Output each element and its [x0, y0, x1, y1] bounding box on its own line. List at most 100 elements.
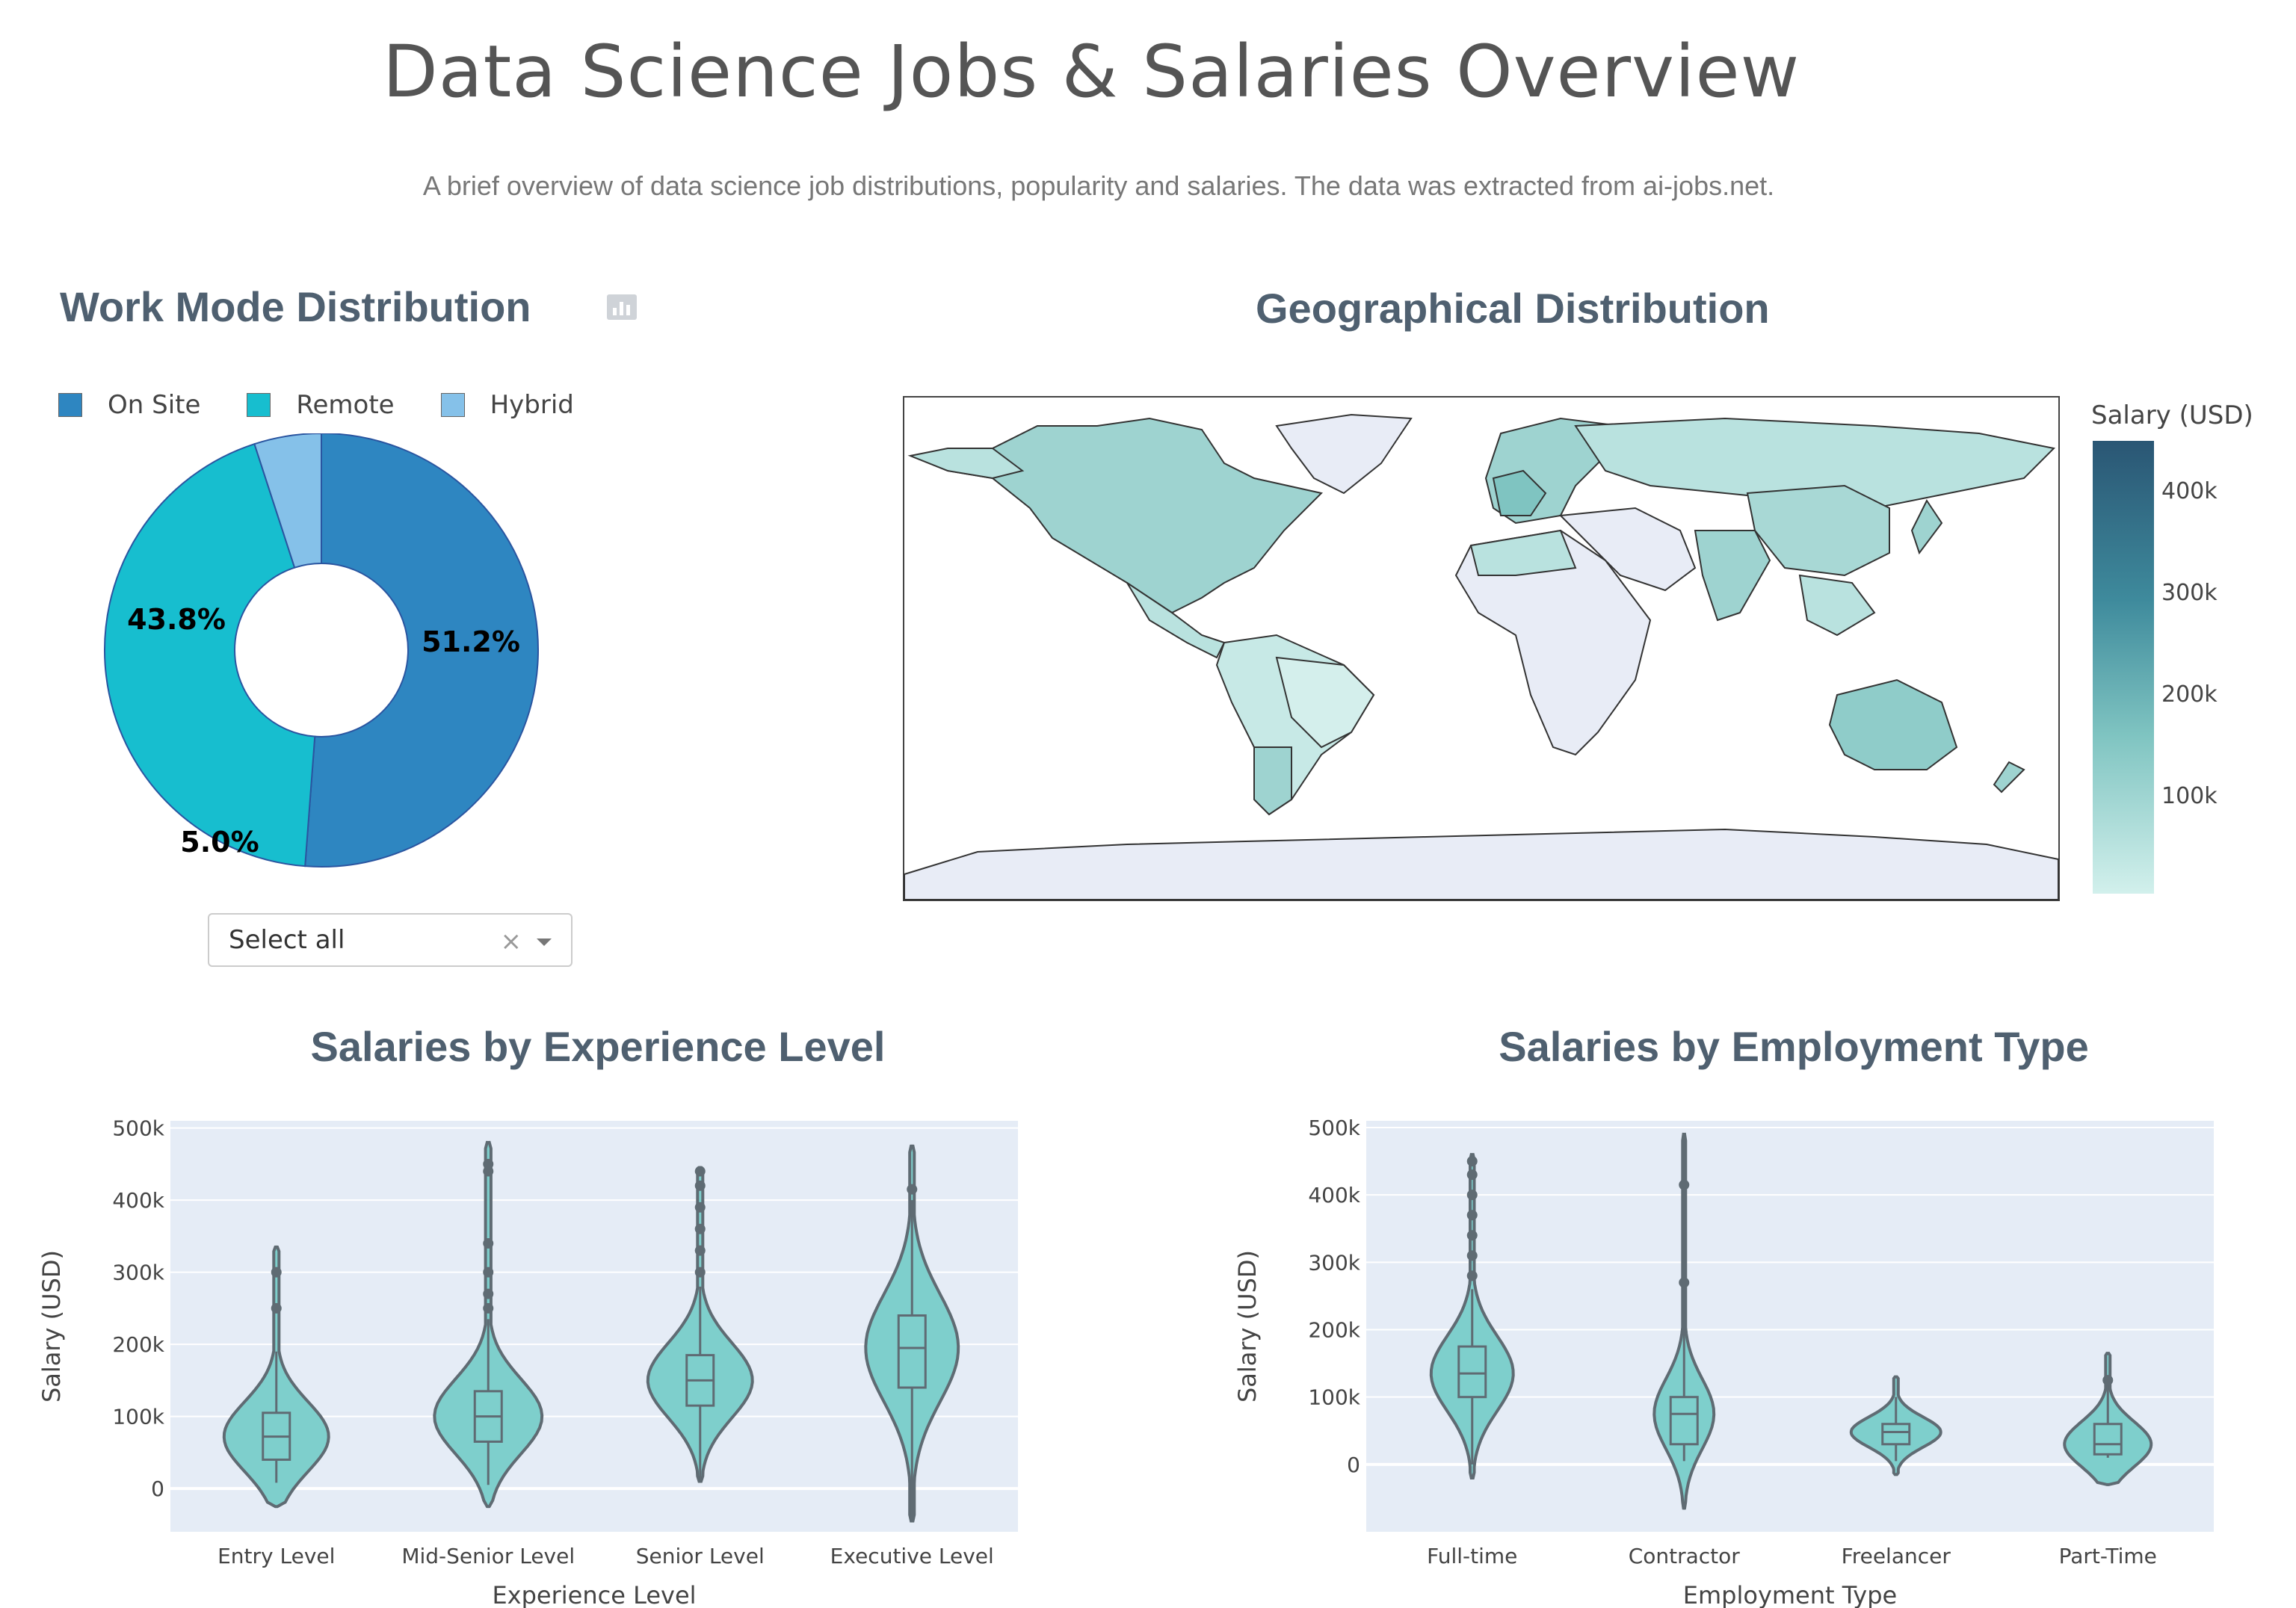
y-tick-label: 0 [151, 1476, 164, 1501]
clear-icon[interactable]: × [500, 927, 522, 956]
outlier-point [694, 1166, 706, 1177]
work-mode-title: Work Mode Distribution [60, 283, 531, 330]
pie-value-label: 51.2% [422, 625, 520, 658]
legend-item-remote[interactable]: Remote [247, 390, 395, 420]
y-axis-label: Salary (USD) [1233, 1250, 1262, 1403]
y-axis-label: Salary (USD) [37, 1250, 66, 1403]
outlier-point [1466, 1210, 1478, 1221]
y-tick-label: 100k [112, 1405, 164, 1429]
y-tick-label: 200k [1308, 1318, 1360, 1343]
y-tick-label: 100k [1308, 1385, 1360, 1410]
work-mode-donut-chart: 51.2% 43.8% 5.0% [104, 433, 539, 868]
page-subtitle: A brief overview of data science job dis… [422, 170, 1775, 201]
x-tick-label: Entry Level [217, 1544, 335, 1568]
map-alaska [907, 448, 1025, 480]
map-brazil [1275, 656, 1375, 749]
map-china [1746, 484, 1890, 577]
map-australia [1828, 678, 1958, 770]
legend-item-hybrid[interactable]: Hybrid [440, 390, 574, 420]
y-tick-label: 0 [1347, 1453, 1360, 1477]
outlier-point [271, 1302, 282, 1314]
violin-box [2093, 1423, 2123, 1456]
on-site-swatch [58, 393, 82, 417]
map-western-europe [1492, 469, 1547, 516]
map-japan [1910, 499, 1943, 555]
map-antarctica [904, 828, 2059, 900]
x-tick-label: Executive Level [830, 1544, 994, 1568]
experience-title: Salaries by Experience Level [310, 1023, 886, 1070]
y-tick-label: 400k [112, 1188, 164, 1213]
page-title: Data Science Jobs & Salaries Overview [382, 30, 1800, 114]
employment-title: Salaries by Employment Type [1499, 1023, 2089, 1070]
pie-slice-hybrid[interactable] [253, 433, 322, 569]
outlier-point [1466, 1190, 1478, 1201]
employment-violin-chart: 0 100k 200k 300k 400k 500k Salary (USD) Employm… [1233, 1116, 2214, 1608]
map-north-africa [1469, 529, 1577, 576]
x-axis-label: Employment Type [1683, 1581, 1897, 1608]
outlier-point [1466, 1250, 1478, 1261]
x-tick-label: Freelancer [1842, 1544, 1951, 1568]
map-middle-east [1558, 507, 1697, 592]
pie-slice-on-site[interactable] [304, 433, 539, 868]
x-tick-label: Contractor [1629, 1544, 1741, 1568]
map-africa [1454, 529, 1652, 756]
violin-box [1669, 1396, 1699, 1446]
violin-box [1881, 1423, 1911, 1446]
outlier-point [483, 1302, 494, 1314]
outlier-point [271, 1267, 282, 1278]
outlier-point [694, 1202, 706, 1213]
outlier-point [483, 1166, 494, 1177]
outlier-point [1466, 1270, 1478, 1281]
outlier-point [1466, 1169, 1478, 1181]
pie-value-label: 5.0% [180, 826, 259, 859]
x-tick-label: Senior Level [636, 1544, 765, 1568]
colorbar-tick: 200k [2161, 681, 2218, 708]
outlier-point [694, 1245, 706, 1256]
colorbar-tick: 100k [2161, 783, 2218, 809]
x-tick-label: Full-time [1427, 1544, 1517, 1568]
x-axis-label: Experience Level [492, 1581, 696, 1608]
outlier-point [694, 1180, 706, 1191]
outlier-point [1466, 1230, 1478, 1241]
legend-item-on-site[interactable]: On Site [58, 390, 200, 420]
colorbar-tick: 400k [2161, 478, 2218, 504]
outlier-point [2102, 1375, 2114, 1386]
y-tick-label: 400k [1308, 1183, 1360, 1207]
outlier-point [483, 1158, 494, 1169]
y-tick-label: 300k [112, 1261, 164, 1285]
colorbar-title: Salary (USD) [2091, 401, 2253, 430]
world-choropleth-map[interactable] [903, 396, 2060, 901]
y-tick-label: 300k [1308, 1250, 1360, 1275]
pie-legend: On Site Remote Hybrid [58, 390, 574, 420]
x-tick-label: Mid-Senior Level [401, 1544, 575, 1568]
map-russia [1574, 417, 2056, 510]
map-central-america [1126, 582, 1226, 659]
outlier-point [694, 1223, 706, 1234]
outlier-point [483, 1238, 494, 1249]
experience-violin-chart: 0 100k 200k 300k 400k 500k Salary (USD) Experie… [37, 1116, 1018, 1608]
salary-colorbar [2093, 441, 2154, 894]
x-tick-label: Part-Time [2059, 1544, 2157, 1568]
outlier-point [907, 1184, 918, 1195]
chevron-down-icon[interactable] [537, 938, 552, 946]
map-greenland [1275, 413, 1413, 495]
y-tick-label: 500k [112, 1116, 164, 1141]
modebar [607, 294, 637, 320]
remote-swatch [247, 393, 271, 417]
dropdown-value: Select all [229, 925, 345, 955]
outlier-point [1679, 1277, 1690, 1288]
legend-label: Remote [296, 390, 395, 420]
outlier-point [694, 1267, 706, 1278]
outlier-point [1679, 1179, 1690, 1190]
legend-label: On Site [108, 390, 201, 420]
map-southeast-asia [1798, 574, 1876, 637]
bar-chart-icon[interactable] [607, 294, 637, 320]
map-new-zealand [1993, 761, 2025, 794]
map-argentina [1253, 746, 1292, 816]
y-tick-label: 500k [1308, 1116, 1360, 1140]
hybrid-swatch [440, 393, 465, 417]
work-mode-dropdown[interactable]: Select all × [208, 913, 573, 967]
geo-title: Geographical Distribution [1256, 285, 1770, 332]
pie-value-label: 43.8% [127, 603, 226, 636]
pie-slice-remote[interactable] [104, 442, 316, 868]
